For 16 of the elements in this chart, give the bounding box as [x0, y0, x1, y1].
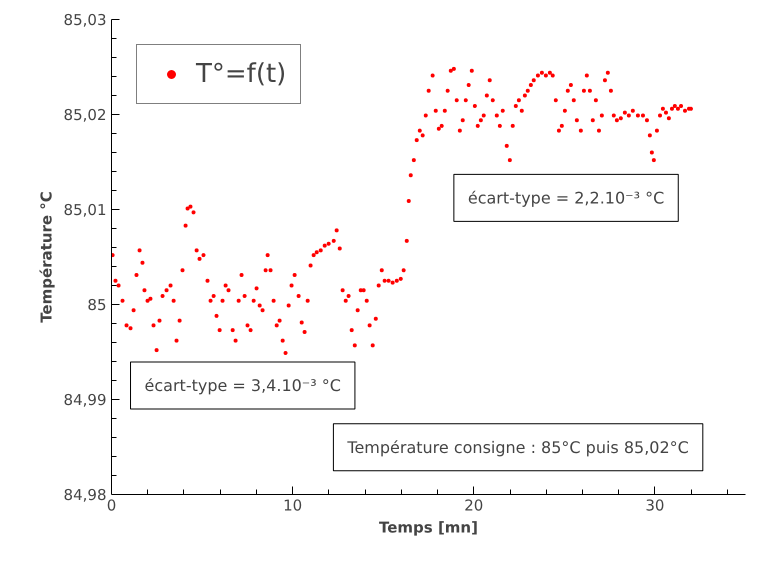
y-tick-label: 85,01 [64, 201, 107, 219]
x-tick-label: 0 [106, 496, 116, 514]
annotation: écart-type = 2,2.10⁻³ °C [468, 188, 664, 208]
y-tick-label: 85,02 [64, 106, 107, 124]
x-axis-title: Temps [mn] [379, 518, 478, 536]
y-tick-label: 84,98 [64, 486, 107, 504]
x-tick-label: 10 [283, 496, 302, 514]
y-tick-label: 85 [87, 296, 107, 314]
x-tick-label: 20 [464, 496, 484, 514]
x-tick-label: 30 [645, 496, 664, 514]
y-axis-title: Température °C [38, 191, 56, 323]
legend-label: T°=f(t) [196, 59, 286, 89]
annotation: Température consigne : 85°C puis 85,02°C [346, 438, 689, 457]
annotation: écart-type = 3,4.10⁻³ °C [144, 376, 341, 395]
y-tick-label: 84,99 [64, 391, 107, 409]
y-tick-label: 85,03 [64, 11, 107, 29]
